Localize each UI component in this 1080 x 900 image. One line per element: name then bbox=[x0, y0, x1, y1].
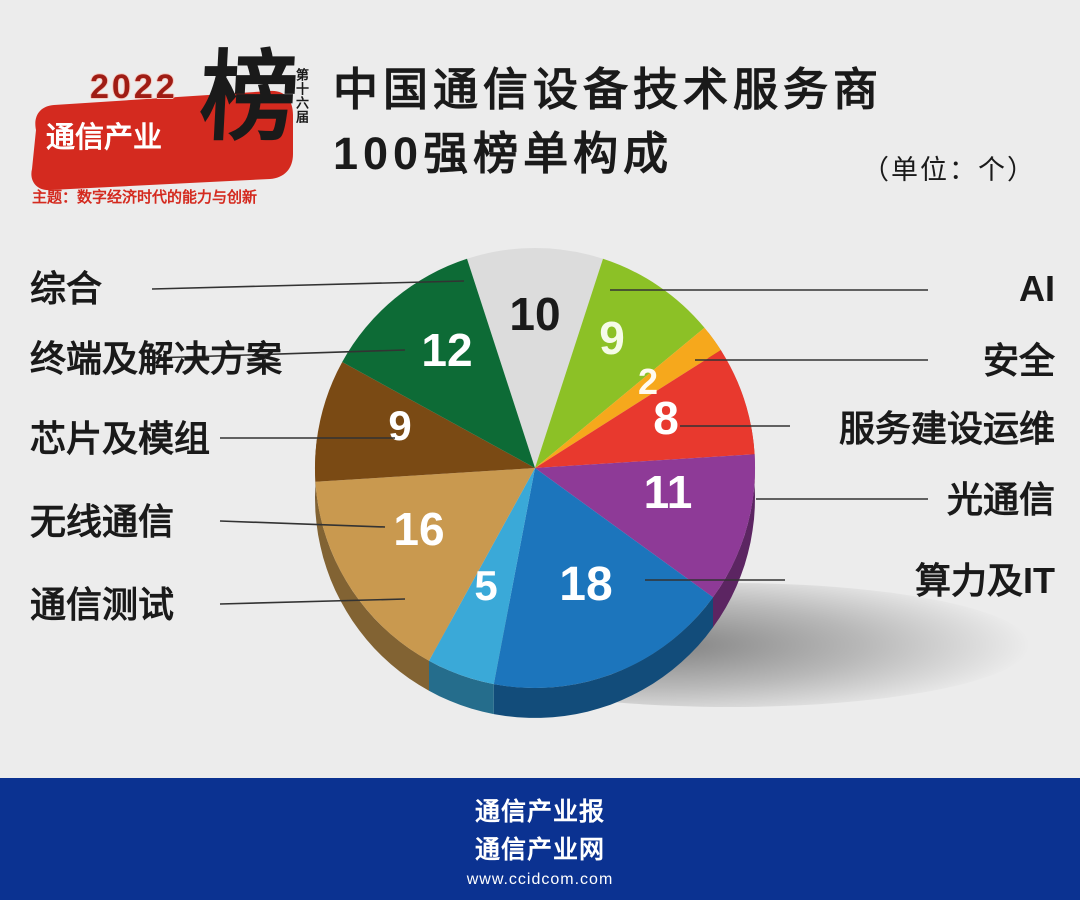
svg-text:光通信: 光通信 bbox=[947, 479, 1055, 520]
svg-text:18: 18 bbox=[559, 558, 612, 611]
svg-text:9: 9 bbox=[388, 402, 411, 449]
svg-text:芯片及模组: 芯片及模组 bbox=[30, 418, 210, 459]
svg-text:8: 8 bbox=[653, 392, 679, 444]
svg-text:16: 16 bbox=[393, 503, 444, 555]
svg-text:无线通信: 无线通信 bbox=[30, 501, 174, 542]
svg-text:安全: 安全 bbox=[983, 340, 1056, 381]
svg-text:5: 5 bbox=[474, 562, 497, 609]
svg-text:通信测试: 通信测试 bbox=[30, 584, 174, 625]
svg-text:AI: AI bbox=[1019, 268, 1055, 309]
svg-text:10: 10 bbox=[509, 288, 560, 340]
svg-text:12: 12 bbox=[421, 324, 472, 376]
svg-text:终端及解决方案: 终端及解决方案 bbox=[30, 338, 283, 379]
svg-text:11: 11 bbox=[644, 466, 693, 518]
svg-text:综合: 综合 bbox=[30, 268, 102, 309]
svg-text:9: 9 bbox=[599, 312, 625, 364]
svg-text:算力及IT: 算力及IT bbox=[915, 560, 1055, 601]
svg-text:服务建设运维: 服务建设运维 bbox=[839, 408, 1055, 449]
